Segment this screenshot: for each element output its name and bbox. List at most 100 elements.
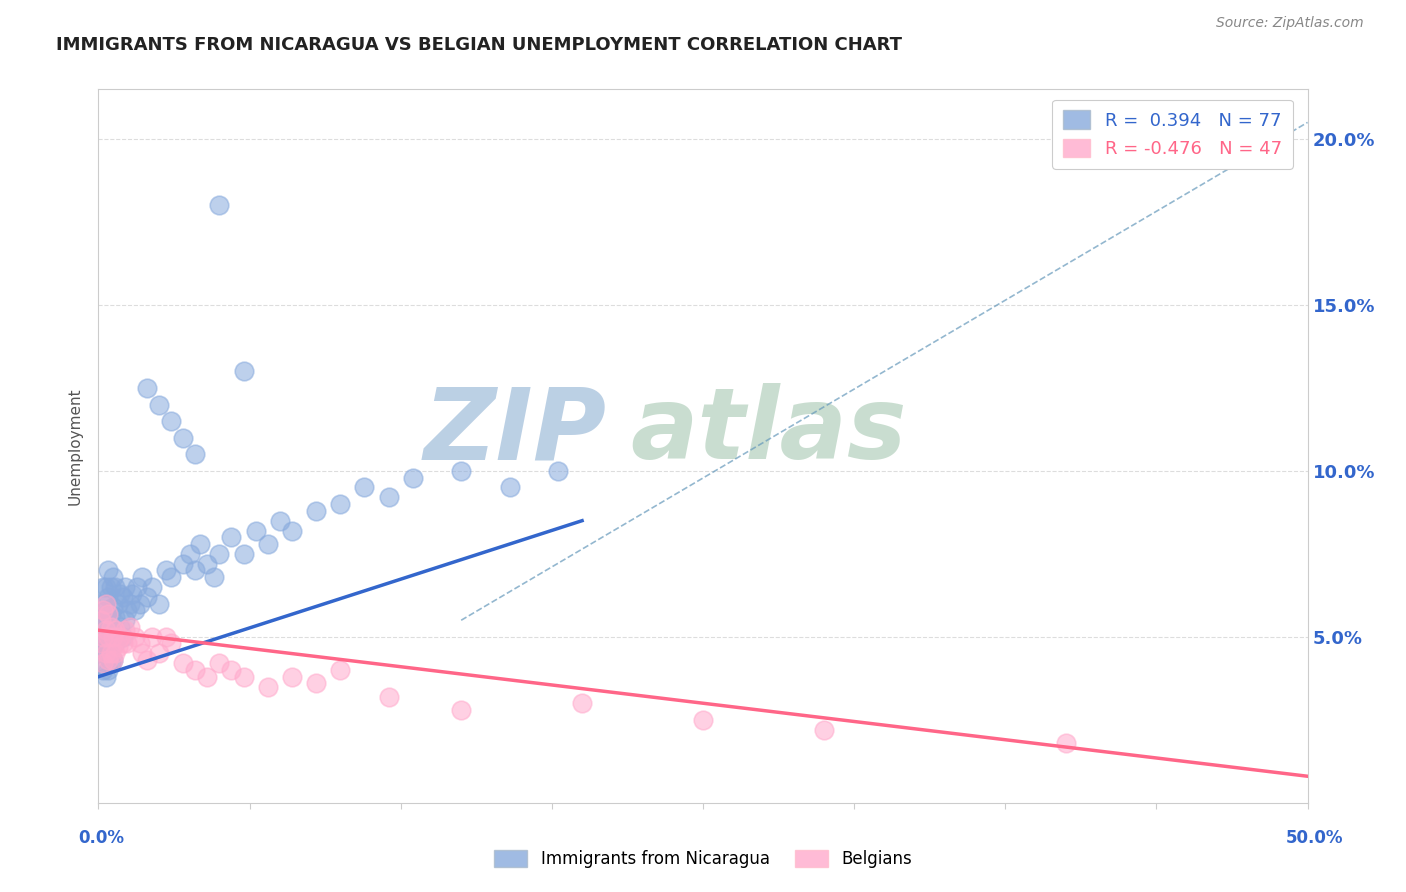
- Point: [94, 580, 117, 594]
- Point: [256, 680, 278, 694]
- Point: [100, 630, 122, 644]
- Point: [184, 564, 207, 578]
- Point: [124, 603, 146, 617]
- Point: [148, 647, 170, 661]
- Point: [107, 597, 129, 611]
- Point: [117, 636, 139, 650]
- Point: [172, 431, 194, 445]
- Point: [108, 630, 131, 644]
- Point: [97, 653, 120, 667]
- Point: [172, 657, 194, 671]
- Point: [114, 613, 136, 627]
- Point: [184, 663, 207, 677]
- Point: [117, 603, 139, 617]
- Point: [97, 564, 120, 578]
- Point: [90, 636, 112, 650]
- Point: [100, 620, 122, 634]
- Point: [101, 570, 124, 584]
- Point: [91, 603, 114, 617]
- Point: [101, 653, 124, 667]
- Point: [124, 630, 146, 644]
- Point: [118, 620, 141, 634]
- Point: [100, 580, 122, 594]
- Point: [90, 613, 112, 627]
- Point: [94, 647, 117, 661]
- Point: [245, 524, 267, 538]
- Point: [91, 636, 114, 650]
- Text: ZIP: ZIP: [423, 384, 606, 480]
- Point: [100, 647, 122, 661]
- Point: [813, 723, 835, 737]
- Point: [377, 491, 399, 505]
- Point: [281, 670, 304, 684]
- Point: [547, 464, 569, 478]
- Point: [131, 647, 153, 661]
- Point: [256, 537, 278, 551]
- Point: [204, 570, 226, 584]
- Point: [107, 630, 129, 644]
- Legend: R =  0.394   N = 77, R = -0.476   N = 47: R = 0.394 N = 77, R = -0.476 N = 47: [1052, 100, 1292, 169]
- Point: [402, 470, 425, 484]
- Point: [101, 630, 124, 644]
- Point: [305, 676, 328, 690]
- Point: [101, 653, 124, 667]
- Point: [128, 636, 150, 650]
- Point: [111, 630, 134, 644]
- Point: [94, 597, 117, 611]
- Point: [135, 590, 157, 604]
- Point: [90, 613, 112, 627]
- Point: [111, 590, 134, 604]
- Point: [97, 590, 120, 604]
- Point: [114, 624, 136, 638]
- Point: [221, 663, 243, 677]
- Point: [353, 481, 375, 495]
- Point: [208, 547, 231, 561]
- Point: [97, 663, 120, 677]
- Point: [221, 530, 243, 544]
- Point: [195, 557, 218, 571]
- Point: [160, 414, 183, 428]
- Point: [188, 537, 211, 551]
- Point: [155, 564, 177, 578]
- Point: [128, 597, 150, 611]
- Point: [91, 597, 114, 611]
- Text: 50.0%: 50.0%: [1286, 829, 1343, 847]
- Point: [195, 670, 218, 684]
- Point: [269, 514, 291, 528]
- Point: [208, 657, 231, 671]
- Point: [94, 603, 117, 617]
- Point: [104, 636, 127, 650]
- Point: [108, 587, 131, 601]
- Point: [97, 640, 120, 654]
- Point: [100, 657, 122, 671]
- Point: [135, 653, 157, 667]
- Point: [91, 613, 114, 627]
- Point: [101, 599, 124, 614]
- Text: Source: ZipAtlas.com: Source: ZipAtlas.com: [1216, 16, 1364, 29]
- Y-axis label: Unemployment: Unemployment: [67, 387, 83, 505]
- Point: [450, 703, 472, 717]
- Point: [107, 640, 129, 654]
- Text: IMMIGRANTS FROM NICARAGUA VS BELGIAN UNEMPLOYMENT CORRELATION CHART: IMMIGRANTS FROM NICARAGUA VS BELGIAN UNE…: [56, 36, 903, 54]
- Point: [179, 547, 201, 561]
- Point: [148, 597, 170, 611]
- Point: [184, 447, 207, 461]
- Point: [232, 670, 254, 684]
- Point: [232, 364, 254, 378]
- Point: [329, 663, 352, 677]
- Point: [281, 524, 304, 538]
- Point: [329, 497, 352, 511]
- Point: [160, 636, 183, 650]
- Point: [377, 690, 399, 704]
- Legend: Immigrants from Nicaragua, Belgians: Immigrants from Nicaragua, Belgians: [488, 843, 918, 875]
- Point: [101, 626, 124, 640]
- Point: [160, 570, 183, 584]
- Text: 0.0%: 0.0%: [79, 829, 124, 847]
- Point: [94, 670, 117, 684]
- Point: [90, 647, 112, 661]
- Point: [97, 607, 120, 621]
- Point: [172, 557, 194, 571]
- Point: [97, 613, 120, 627]
- Point: [91, 630, 114, 644]
- Point: [131, 570, 153, 584]
